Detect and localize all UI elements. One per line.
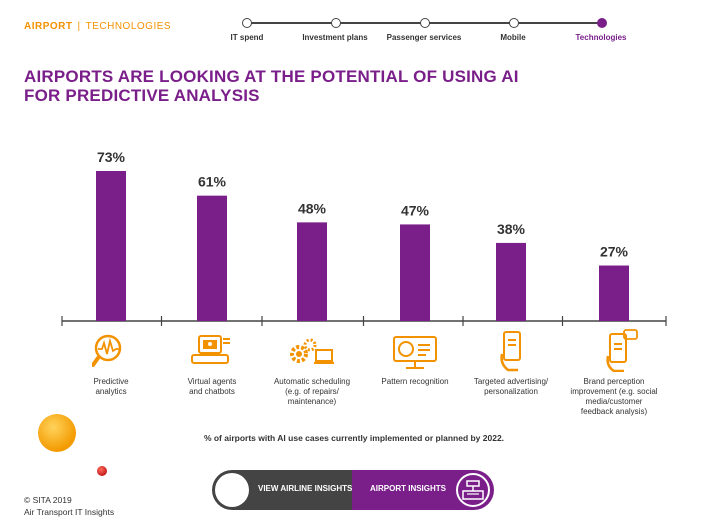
page-title: AIRPORTS ARE LOOKING AT THE POTENTIAL OF… bbox=[24, 67, 544, 105]
airport-nav-circle[interactable] bbox=[456, 473, 490, 507]
data-label: 27% bbox=[600, 244, 629, 260]
caption-predictive-analytics: Predictive analytics bbox=[63, 377, 159, 397]
bar bbox=[400, 224, 430, 321]
chart-footnote: % of airports with AI use cases currentl… bbox=[203, 433, 505, 443]
page-title-line-2: FOR PREDICTIVE ANALYSIS bbox=[24, 86, 260, 105]
breadcrumb-page: TECHNOLOGIES bbox=[85, 21, 172, 32]
progress-dot-it-spend[interactable] bbox=[242, 18, 252, 28]
data-label: 38% bbox=[497, 221, 526, 237]
bar bbox=[599, 265, 629, 321]
bar bbox=[197, 195, 227, 321]
caption-line: Targeted advertising/ bbox=[473, 377, 549, 386]
copyright-line-1: © SITA 2019 bbox=[24, 495, 72, 505]
caption-line: Virtual agents bbox=[187, 377, 237, 386]
progress-dot-passenger-services[interactable] bbox=[420, 18, 430, 28]
breadcrumb-section: AIRPORT bbox=[24, 21, 73, 32]
decorative-orange-ball bbox=[38, 414, 76, 452]
feedback-phone-icon bbox=[606, 329, 638, 372]
caption-line: media/customer bbox=[585, 397, 643, 406]
caption-line: analytics bbox=[95, 387, 127, 396]
smartphone-icon bbox=[500, 331, 521, 372]
caption-line: improvement (e.g. social bbox=[570, 387, 658, 396]
caption-line: Brand perception bbox=[583, 377, 645, 386]
monitor-icon bbox=[393, 336, 437, 369]
chatbot-icon bbox=[191, 335, 230, 364]
step-it-spend[interactable]: IT spend bbox=[230, 33, 264, 42]
copyright: © SITA 2019 Air Transport IT Insights bbox=[24, 494, 114, 518]
airport-tower-icon bbox=[462, 480, 484, 500]
data-label: 47% bbox=[401, 202, 430, 218]
step-technologies[interactable]: Technologies bbox=[575, 33, 627, 42]
caption-line: personalization bbox=[484, 387, 538, 396]
breadcrumb: AIRPORT | TECHNOLOGIES bbox=[24, 21, 171, 32]
caption-line: and chatbots bbox=[189, 387, 235, 396]
caption-brand-perception: Brand perception improvement (e.g. socia… bbox=[566, 377, 662, 417]
caption-line: Predictive bbox=[93, 377, 129, 386]
caption-automatic-scheduling: Automatic scheduling (e.g. of repairs/ m… bbox=[264, 377, 360, 407]
step-investment-plans[interactable]: Investment plans bbox=[302, 33, 368, 42]
caption-targeted-advertising: Targeted advertising/ personalization bbox=[463, 377, 559, 397]
data-label: 48% bbox=[298, 200, 327, 216]
data-label: 61% bbox=[198, 174, 227, 190]
caption-line: feedback analysis) bbox=[580, 407, 648, 416]
progress-dot-technologies[interactable] bbox=[597, 18, 607, 28]
insights-nav: VIEW AIRLINE INSIGHTS AIRPORT INSIGHTS bbox=[212, 470, 494, 510]
breadcrumb-separator: | bbox=[77, 21, 81, 32]
data-label: 73% bbox=[97, 149, 126, 165]
caption-line: Pattern recognition bbox=[381, 377, 449, 386]
view-airline-insights-label[interactable]: VIEW AIRLINE INSIGHTS bbox=[258, 484, 353, 493]
copyright-line-2: Air Transport IT Insights bbox=[24, 507, 115, 517]
bar bbox=[96, 171, 126, 321]
caption-line: Automatic scheduling bbox=[273, 377, 351, 386]
analytics-icon bbox=[92, 334, 122, 367]
step-passenger-services[interactable]: Passenger services bbox=[386, 33, 462, 42]
bar bbox=[496, 242, 526, 321]
bar bbox=[297, 222, 327, 321]
gears-icon bbox=[290, 338, 334, 364]
page-title-line-1: AIRPORTS ARE LOOKING AT THE POTENTIAL OF… bbox=[24, 67, 519, 86]
caption-pattern-recognition: Pattern recognition bbox=[367, 377, 463, 387]
airline-nav-circle[interactable] bbox=[215, 473, 249, 507]
caption-line: maintenance) bbox=[287, 397, 337, 406]
caption-line: (e.g. of repairs/ bbox=[285, 387, 339, 396]
step-mobile[interactable]: Mobile bbox=[500, 33, 526, 42]
progress-dot-mobile[interactable] bbox=[509, 18, 519, 28]
airport-insights-label[interactable]: AIRPORT INSIGHTS bbox=[370, 484, 447, 493]
progress-dot-investment-plans[interactable] bbox=[331, 18, 341, 28]
decorative-red-ball bbox=[97, 466, 107, 476]
caption-virtual-agents: Virtual agents and chatbots bbox=[164, 377, 260, 397]
